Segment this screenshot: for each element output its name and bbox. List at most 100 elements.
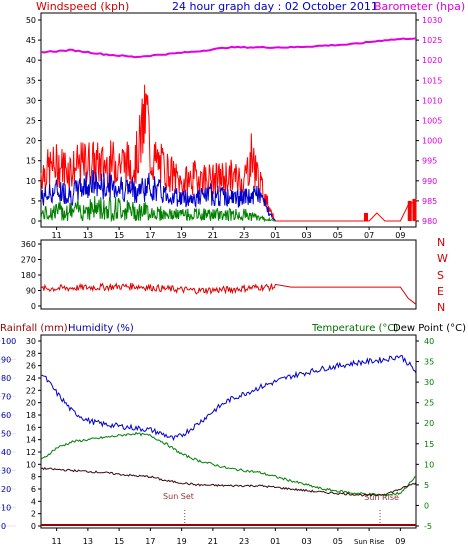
direction-y-tick-label: 180 [21,271,36,280]
compass-label: W [437,252,448,265]
compass-label: N [437,301,445,314]
rain-y-tick-label: 12 [26,448,36,457]
compass-label: N [437,236,445,249]
base-wind-series-line [40,196,276,223]
humidity-label: Humidity (%) [68,323,134,334]
baro-y-tick-label: 1030 [422,16,442,25]
wind-x-tick-label: 23 [239,231,249,240]
baro-y-tick-label: 985 [422,197,437,206]
rain-y-tick-label: 16 [26,423,36,432]
temp-y-tick-label: 30 [424,378,434,387]
temp-x-tick-label: 11 [52,537,62,546]
avg-wind-series-line [40,170,276,222]
gust-series-tail [275,200,417,222]
humidity-y-tick-label: 30 [1,467,11,476]
wind-x-tick-label: 15 [114,231,124,240]
rain-y-tick-label: 22 [26,386,36,395]
wind-y-tick-label: 15 [26,157,36,166]
compass-label: E [437,285,444,298]
temp-y-tick-label: 5 [424,481,429,490]
barometer-label: Barometer (hpa) [374,0,465,13]
humidity-y-tick-label: 90 [1,356,11,365]
wind-y-tick-label: 0 [31,217,36,226]
temp-y-tick-label: 40 [424,337,434,346]
temp-x-tick-label: 17 [145,537,155,546]
wind-y-tick-label: 45 [26,36,36,45]
rain-y-tick-label: 20 [26,399,36,408]
rain-y-tick-label: 30 [26,337,36,346]
temp-y-tick-label: 20 [424,419,434,428]
wind-y-tick-label: 20 [26,137,36,146]
temp-x-tick-label: 19 [177,537,187,546]
direction-y-tick-label: 90 [26,287,36,296]
wind-chart: 0510152025303540455098098599099510001005… [26,16,443,240]
compass-label: S [437,269,444,282]
temp-x-tick-label: 15 [114,537,124,546]
rain-y-tick-label: 26 [26,362,36,371]
baro-y-tick-label: 1015 [422,76,442,85]
humidity-y-tick-label: 100 [1,337,16,346]
baro-y-tick-label: 995 [422,157,437,166]
temp-x-tick-label: 05 [333,537,343,546]
windspeed-label: Windspeed (kph) [36,0,129,13]
temperature-label: Temperature (°C) [311,323,398,334]
sunrise-label: Sun Rise [364,493,399,502]
humidity-y-tick-label: 60 [1,411,11,420]
baro-y-tick-label: 1005 [422,117,442,126]
baro-y-tick-label: 1020 [422,56,442,65]
baro-y-tick-label: 1010 [422,96,442,105]
temp-x-tick-label: 03 [302,537,312,546]
wind-y-tick-label: 25 [26,117,36,126]
wind-y-tick-label: 35 [26,76,36,85]
temp-y-tick-label: 15 [424,440,434,449]
temp-x-tick-label: Sun Rise [354,538,384,546]
humidity-y-tick-label: 80 [1,374,11,383]
temp-x-tick-label: 13 [83,537,93,546]
rain-y-tick-label: 0 [31,522,36,531]
wind-x-tick-label: 03 [302,231,312,240]
temp-y-tick-label: 10 [424,460,434,469]
baro-y-tick-label: 1000 [422,137,442,146]
temp-y-tick-label: 0 [424,501,429,510]
humidity-series-line [40,354,417,442]
humidity-y-tick-label: 40 [1,448,11,457]
rain-y-tick-label: 10 [26,460,36,469]
wind-x-tick-label: 17 [145,231,155,240]
wind-y-tick-label: 30 [26,96,36,105]
rain-y-tick-label: 14 [26,436,36,445]
temp-x-tick-label: 01 [270,537,280,546]
temperature-series-line [40,431,417,497]
temp-x-tick-label: 21 [208,537,218,546]
temperature-chart: 0102030405060708090100024681012141618202… [0,337,434,546]
temp-x-tick-label: 23 [239,537,249,546]
direction-series-line [40,282,417,305]
wind-x-tick-label: 19 [177,231,187,240]
rain-y-tick-label: 18 [26,411,36,420]
direction-y-tick-label: 270 [21,256,36,265]
wind-y-tick-label: 40 [26,56,36,65]
wind-x-tick-label: 11 [52,231,62,240]
dewpoint-series-line [40,466,417,497]
wind-y-tick-label: 50 [26,16,36,25]
graph-title: 24 hour graph day : 02 October 2011 [172,0,378,13]
temperature-panel [40,334,417,529]
barometer-series-line [40,37,417,59]
baro-y-tick-label: 1025 [422,36,442,45]
direction-panel [40,239,417,310]
humidity-y-tick-label: 20 [1,485,11,494]
rain-y-tick-label: 6 [31,485,36,494]
temp-y-tick-label: -5 [424,522,432,531]
wind-x-tick-label: 21 [208,231,218,240]
wind-x-tick-label: 07 [364,231,374,240]
humidity-y-tick-label: 50 [1,430,11,439]
dew-point-label: Dew Point (°C) [393,323,466,334]
direction-y-tick-label: 0 [31,302,36,311]
humidity-y-tick-label: 0 [1,522,6,531]
humidity-y-tick-label: 70 [1,393,11,402]
baro-y-tick-label: 980 [422,217,437,226]
rain-y-tick-label: 24 [26,374,36,383]
rain-y-tick-label: 2 [31,510,36,519]
rain-y-tick-label: 8 [31,473,36,482]
wind-y-tick-label: 5 [31,197,36,206]
